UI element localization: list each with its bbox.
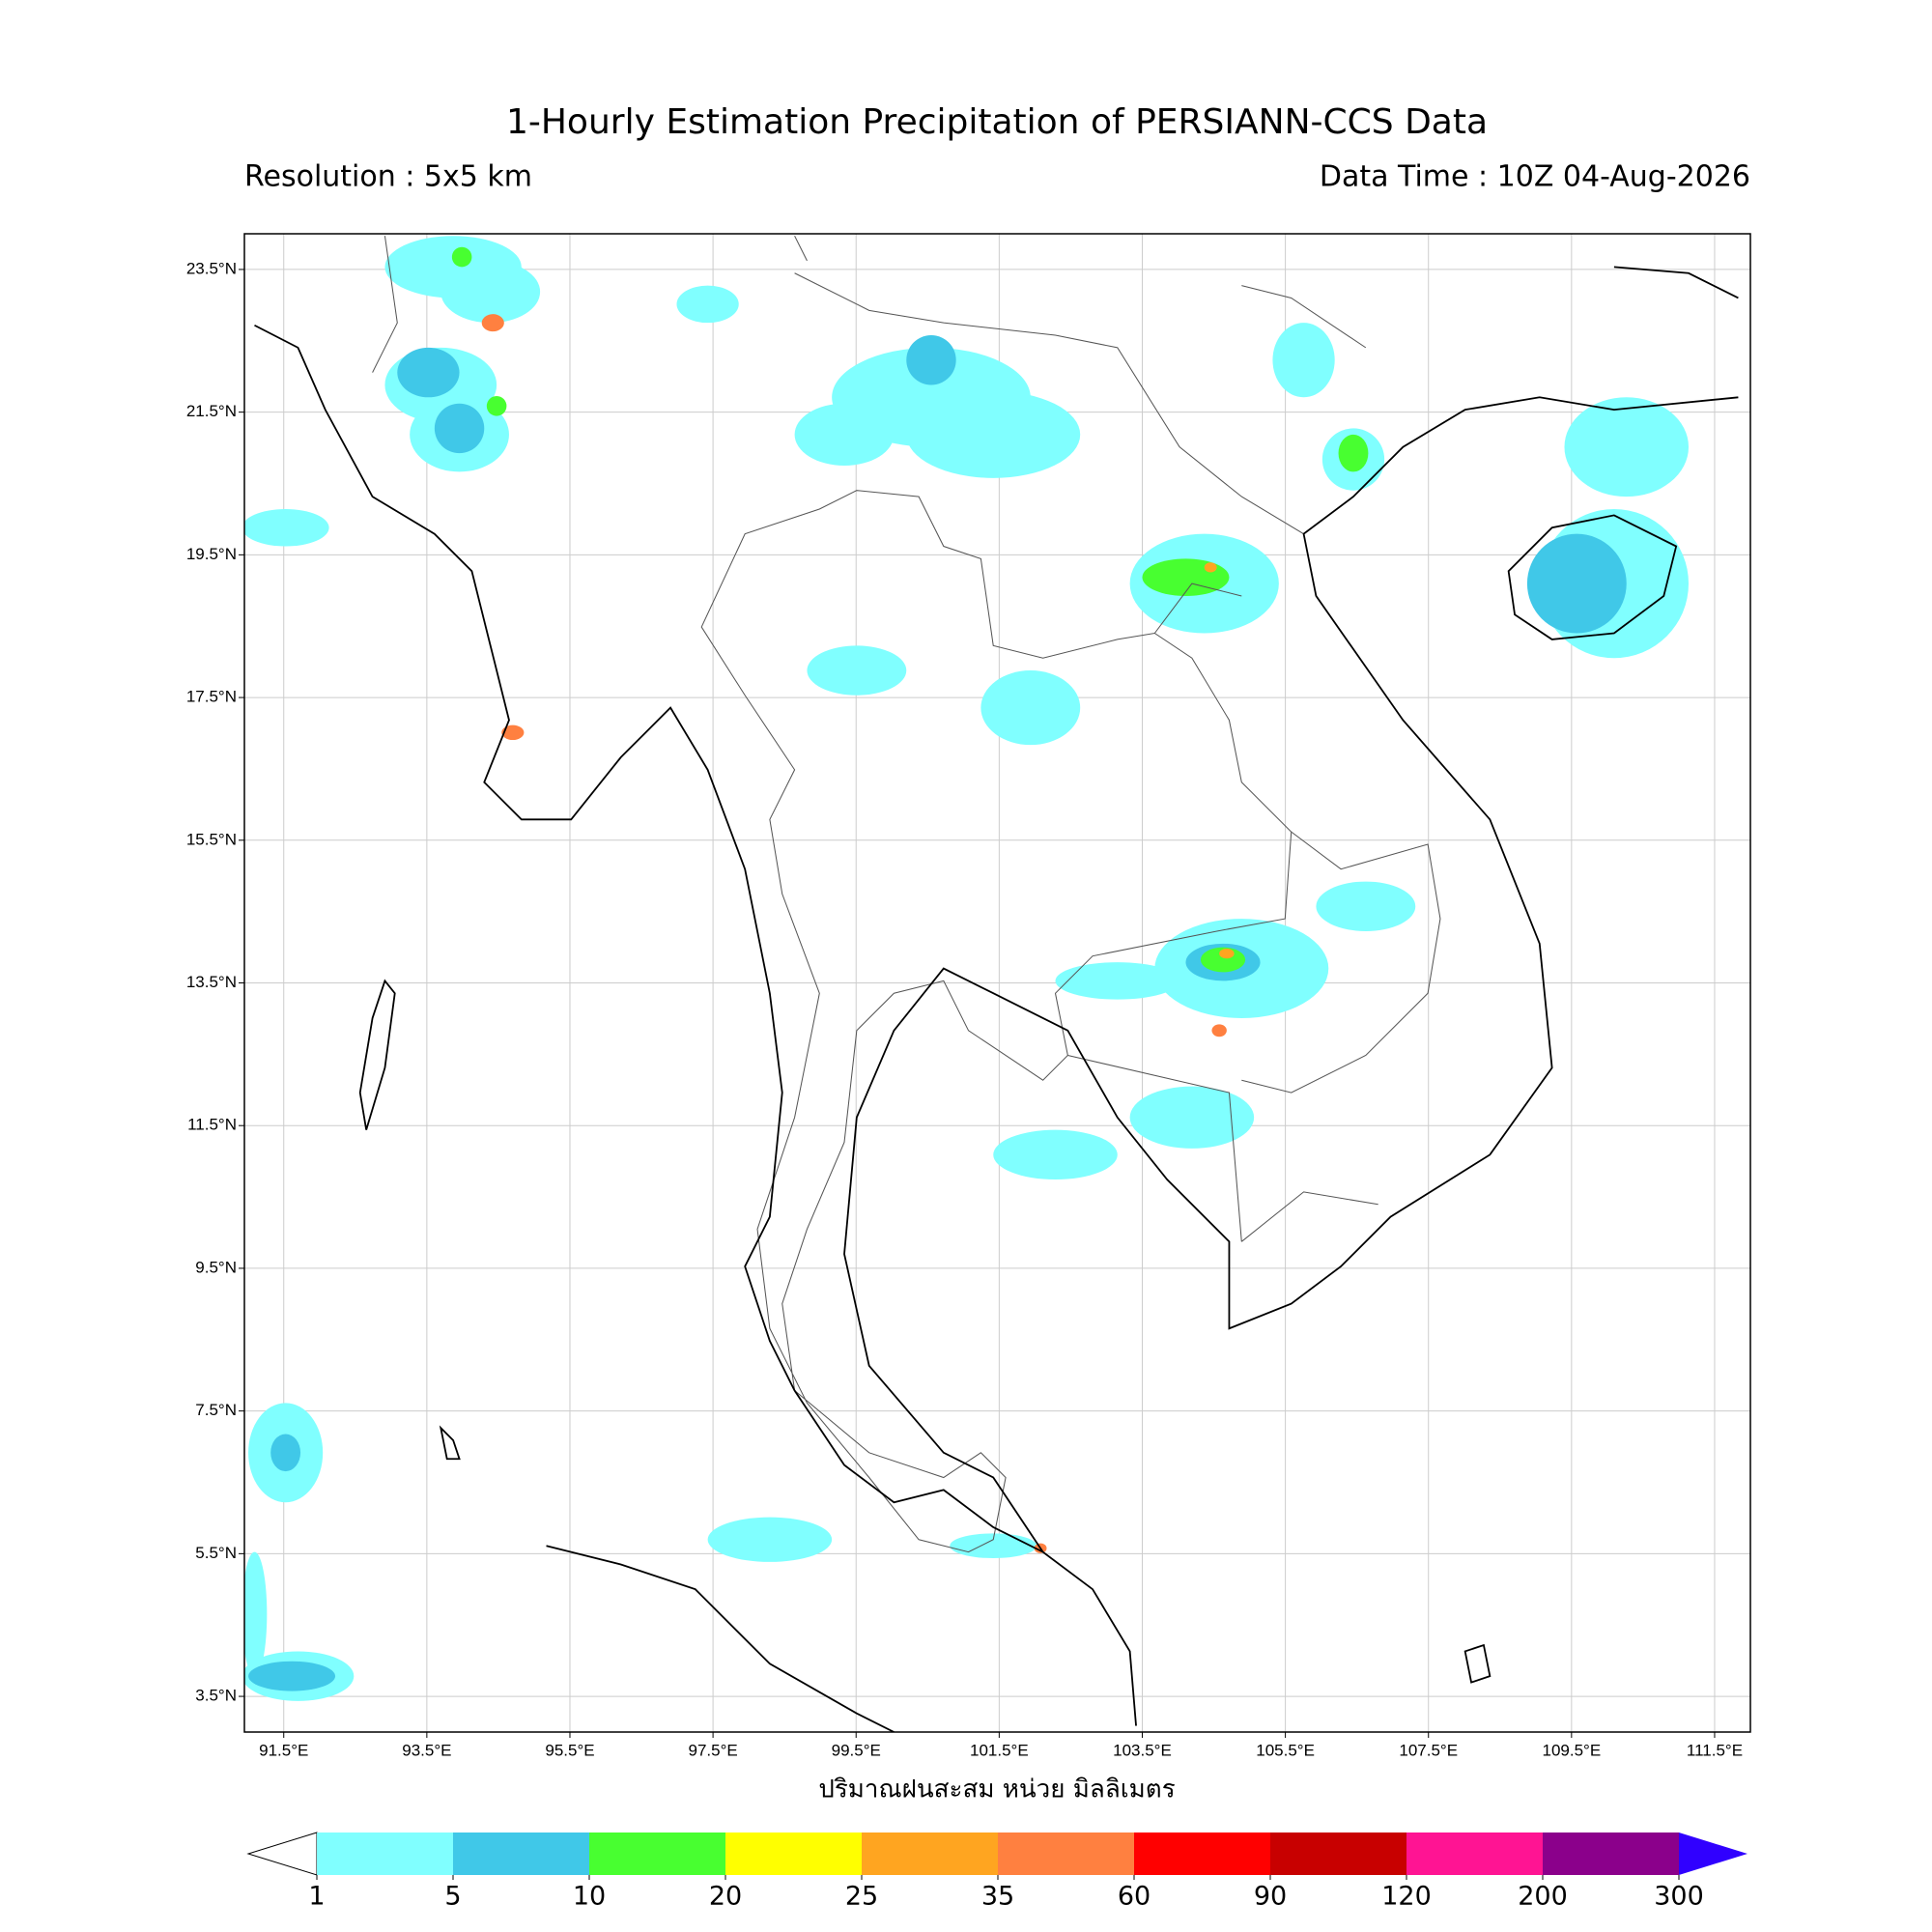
colorbar-tick-label: 120 <box>1381 1882 1432 1912</box>
y-tick-label: 11.5°N <box>187 1116 237 1134</box>
colorbar-segment <box>725 1833 862 1875</box>
y-tick-label: 13.5°N <box>186 973 237 991</box>
y-tick-label: 3.5°N <box>195 1687 237 1705</box>
y-tick-label: 5.5°N <box>195 1544 237 1562</box>
x-tick-label: 101.5°E <box>970 1741 1029 1759</box>
coastline-gulf <box>843 396 1739 1553</box>
coastline-hainan <box>1507 514 1678 640</box>
colorbar: 1 5 10 20 25 35 60 90 120 200 300 <box>246 1832 1747 1912</box>
rain-area <box>794 403 895 466</box>
colorbar-over <box>1679 1833 1747 1875</box>
colorbar-under <box>246 1832 318 1876</box>
rain-area <box>1316 881 1416 931</box>
colorbar-tick-label: 300 <box>1654 1882 1704 1912</box>
rain-area <box>1129 1086 1255 1149</box>
precipitation <box>244 236 1690 1701</box>
rain-area <box>451 246 472 268</box>
colorbar-tick-label: 35 <box>981 1882 1014 1912</box>
rain-area <box>486 396 507 416</box>
rain-area <box>980 670 1081 746</box>
rain-area <box>1564 397 1690 497</box>
x-tick-label: 93.5°E <box>402 1741 451 1759</box>
rain-area <box>440 260 541 324</box>
y-tick-label: 21.5°N <box>186 402 237 420</box>
rain-area <box>397 347 460 398</box>
rain-area <box>1211 1024 1227 1037</box>
rain-area <box>807 645 907 696</box>
rain-area <box>481 314 504 332</box>
title: 1-Hourly Estimation Precipitation of PER… <box>506 102 1488 142</box>
colorbar-tick-label: 1 <box>308 1882 325 1912</box>
x-tick-label: 111.5°E <box>1687 1741 1743 1759</box>
rain-area <box>434 403 485 454</box>
rain-area <box>244 508 329 547</box>
colorbar-segment <box>1543 1833 1679 1875</box>
rain-area <box>1338 434 1369 472</box>
colorbar-segment <box>1406 1833 1543 1875</box>
rain-area <box>906 335 956 385</box>
x-tick-label: 105.5°E <box>1256 1741 1315 1759</box>
y-tick-label: 7.5°N <box>195 1401 237 1419</box>
rain-area <box>906 390 1081 478</box>
thailand-border <box>700 490 1293 1553</box>
coastline-islands <box>358 266 1739 1684</box>
rain-area <box>950 1533 1037 1559</box>
colorbar-segment <box>1270 1833 1406 1875</box>
colorbar-tick-label: 5 <box>444 1882 461 1912</box>
map-layer <box>244 235 1739 1732</box>
map-content <box>244 235 1739 1732</box>
rain-area <box>676 285 739 324</box>
x-tick-label: 107.5°E <box>1399 1741 1458 1759</box>
rain-area <box>501 724 525 741</box>
rain-area <box>248 1661 336 1691</box>
x-tick-label: 99.5°E <box>832 1741 881 1759</box>
colorbar-tick-label: 60 <box>1118 1882 1151 1912</box>
colorbar-tick-label: 90 <box>1254 1882 1287 1912</box>
rain-area <box>244 1551 268 1677</box>
y-tick-label: 17.5°N <box>186 688 237 706</box>
colorbar-tick-label: 25 <box>845 1882 878 1912</box>
colorbar-segment <box>998 1833 1134 1875</box>
rain-area <box>707 1517 833 1562</box>
rain-area <box>1142 558 1230 596</box>
x-tick-label: 109.5°E <box>1543 1741 1602 1759</box>
colorbar-tick-label: 10 <box>573 1882 606 1912</box>
coastline-sumatra <box>546 1545 895 1732</box>
y-tick-label: 23.5°N <box>186 259 237 277</box>
data-time: Data Time : 10Z 04-Aug-2026 <box>1320 160 1750 194</box>
rain-area <box>1204 562 1217 573</box>
colorbar-segment <box>862 1833 998 1875</box>
coastline <box>254 324 1137 1726</box>
y-tick-label: 15.5°N <box>186 830 237 848</box>
colorbar-segment <box>589 1833 725 1875</box>
rain-area <box>993 1129 1118 1180</box>
colorbar-segment <box>317 1833 453 1875</box>
y-tick-label: 19.5°N <box>186 545 237 563</box>
colorbar-segment <box>1134 1833 1270 1875</box>
x-tick-label: 103.5°E <box>1113 1741 1172 1759</box>
colorbar-tick-label: 20 <box>709 1882 742 1912</box>
x-tick-label: 97.5°E <box>688 1741 737 1759</box>
rain-area <box>270 1434 301 1472</box>
y-tick-label: 9.5°N <box>195 1258 237 1276</box>
rain-area <box>1526 533 1627 634</box>
rain-area <box>1219 948 1235 959</box>
colorbar-tick-label: 200 <box>1518 1882 1568 1912</box>
x-tick-label: 95.5°E <box>545 1741 594 1759</box>
rain-area <box>1055 962 1180 1000</box>
rain-area <box>1272 323 1335 398</box>
region-borders <box>372 235 1441 1242</box>
colorbar-segment <box>453 1833 589 1875</box>
colorbar-label: ปริมาณฝนสะสม หน่วย มิลลิเมตร <box>818 1776 1175 1804</box>
x-tick-label: 91.5°E <box>259 1741 308 1759</box>
resolution: Resolution : 5x5 km <box>244 160 532 194</box>
